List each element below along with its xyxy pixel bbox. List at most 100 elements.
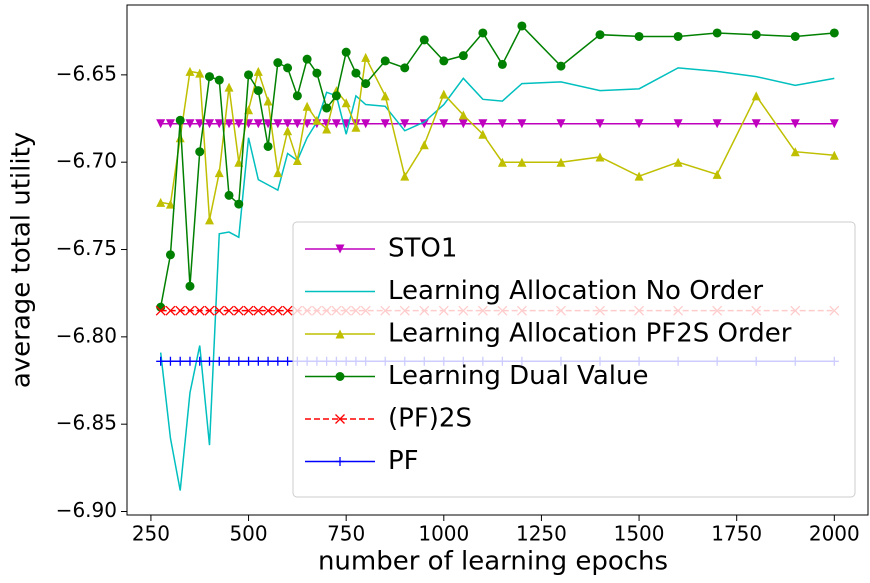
marker (380, 91, 390, 101)
marker (263, 96, 273, 106)
marker (195, 119, 205, 129)
marker (517, 21, 527, 31)
marker (156, 302, 166, 312)
marker (214, 168, 224, 178)
marker (204, 215, 214, 225)
marker (331, 91, 341, 101)
x-tick-label: 2000 (809, 522, 860, 546)
legend-marker (335, 372, 345, 381)
marker (312, 115, 322, 125)
marker (341, 98, 351, 108)
marker (156, 197, 166, 207)
legend-marker (335, 244, 345, 254)
marker (458, 51, 468, 61)
y-tick-label: −6.75 (56, 236, 117, 260)
marker (263, 356, 273, 366)
legend-label: PF (388, 446, 419, 476)
marker (312, 68, 322, 78)
marker (195, 68, 205, 78)
marker (195, 356, 205, 366)
marker (272, 305, 283, 316)
marker (634, 119, 644, 129)
marker (712, 169, 722, 179)
y-tick-label: −6.90 (56, 498, 117, 522)
marker (302, 54, 312, 64)
marker (556, 157, 566, 167)
marker (175, 305, 186, 316)
marker (155, 305, 166, 316)
marker (751, 91, 761, 101)
marker (361, 119, 371, 129)
y-tick-label: −6.70 (56, 149, 117, 173)
marker (351, 68, 361, 78)
marker (234, 199, 244, 209)
marker (419, 119, 429, 129)
marker (214, 356, 224, 366)
legend-box (292, 221, 856, 498)
marker (400, 63, 410, 73)
marker (497, 119, 507, 129)
marker (673, 31, 683, 41)
marker (165, 250, 175, 260)
marker (556, 61, 566, 71)
y-tick-label: −6.85 (56, 411, 117, 435)
marker (224, 305, 234, 316)
series-line (159, 67, 835, 491)
marker (322, 124, 332, 134)
marker (282, 305, 293, 316)
marker (712, 119, 722, 129)
marker (185, 119, 195, 129)
marker (400, 119, 410, 129)
marker (478, 129, 488, 139)
marker (478, 28, 488, 38)
marker (243, 305, 254, 316)
marker (595, 152, 605, 162)
marker (165, 356, 175, 366)
x-tick-label: 1250 (516, 522, 567, 546)
legend-marker (335, 329, 345, 339)
x-tick-label: 500 (229, 522, 267, 546)
marker (400, 171, 410, 181)
marker (214, 305, 225, 316)
marker (165, 119, 175, 129)
marker (185, 305, 195, 316)
legend-label: Learning Allocation No Order (388, 276, 763, 306)
marker (634, 31, 644, 41)
marker (204, 119, 214, 129)
marker (214, 119, 224, 129)
marker (165, 199, 175, 209)
legend-label: (PF)2S (388, 404, 472, 434)
marker (292, 91, 302, 101)
marker (156, 119, 166, 129)
marker (322, 103, 332, 113)
marker (380, 119, 390, 129)
marker (595, 119, 605, 129)
marker (283, 356, 293, 366)
marker (234, 356, 244, 366)
marker (556, 119, 566, 129)
legend-marker (335, 414, 345, 424)
marker (331, 119, 341, 129)
marker (273, 356, 283, 366)
marker (175, 115, 185, 125)
marker (224, 190, 234, 200)
marker (829, 150, 839, 160)
y-tick-label: −6.80 (56, 323, 117, 347)
marker (224, 82, 234, 92)
marker (439, 56, 449, 66)
marker (214, 75, 224, 85)
x-tick-label: 250 (132, 522, 170, 546)
marker (302, 101, 312, 111)
marker (195, 147, 205, 157)
marker (234, 119, 244, 129)
marker (419, 35, 429, 45)
legend-label: Learning Dual Value (388, 361, 648, 391)
marker (273, 58, 283, 68)
marker (263, 305, 274, 316)
legend-label: STO1 (388, 234, 457, 264)
marker (458, 119, 468, 129)
marker (439, 89, 449, 99)
marker (263, 141, 273, 151)
marker (634, 171, 644, 181)
